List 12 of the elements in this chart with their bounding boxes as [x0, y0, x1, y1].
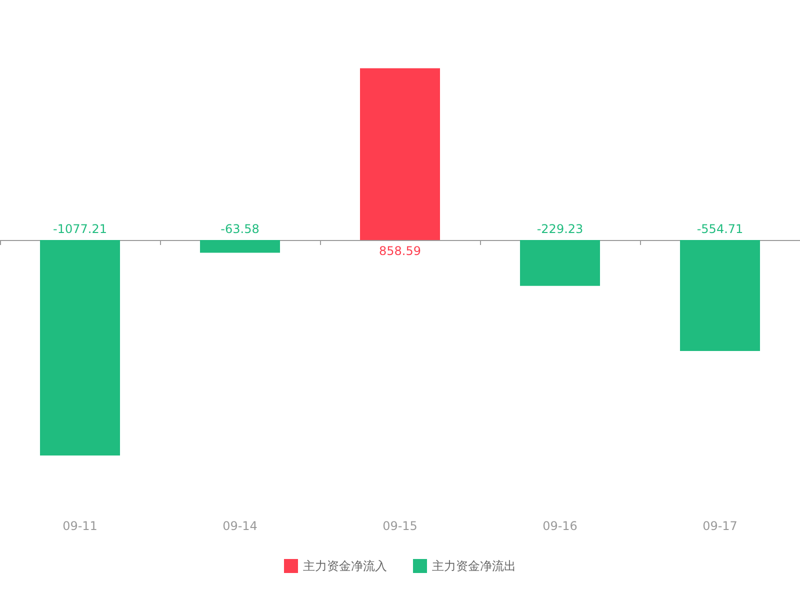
x-tick-label: 09-14	[222, 519, 258, 533]
data-label: -554.71	[696, 222, 744, 236]
legend-label: 主力资金净流入	[303, 559, 387, 573]
x-tick-label: 09-15	[382, 519, 418, 533]
x-tick-label: 09-16	[542, 519, 578, 533]
data-label: -1077.21	[53, 222, 107, 236]
x-tick-label: 09-17	[702, 519, 738, 533]
x-tick-label: 09-11	[62, 519, 98, 533]
legend-label: 主力资金净流出	[432, 559, 516, 573]
data-label: -63.58	[220, 222, 260, 236]
data-label: -229.23	[536, 222, 584, 236]
data-label: 858.59	[379, 244, 421, 258]
